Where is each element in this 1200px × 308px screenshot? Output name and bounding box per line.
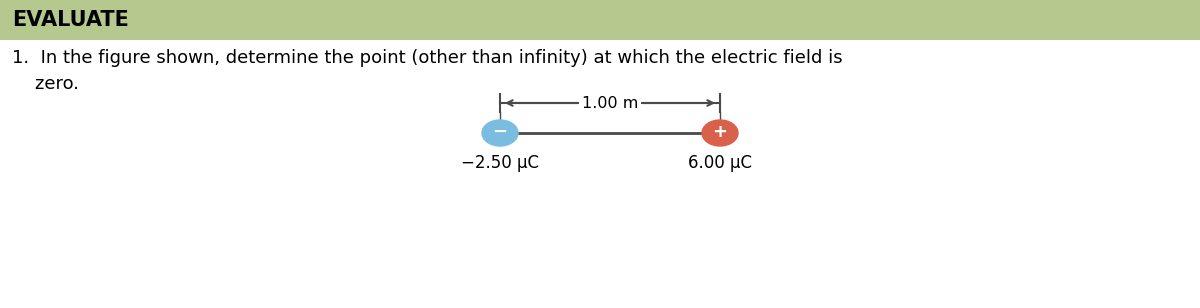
Ellipse shape	[702, 120, 738, 146]
Text: −2.50 μC: −2.50 μC	[461, 154, 539, 172]
Text: 1.  In the figure shown, determine the point (other than infinity) at which the : 1. In the figure shown, determine the po…	[12, 49, 842, 67]
Bar	[0, 0, 1200, 40]
Text: EVALUATE: EVALUATE	[12, 10, 128, 30]
Text: 1.00 m: 1.00 m	[582, 95, 638, 111]
Text: +: +	[713, 123, 727, 141]
Text: −: −	[492, 123, 508, 141]
Text: zero.: zero.	[12, 75, 79, 93]
Text: 6.00 μC: 6.00 μC	[688, 154, 752, 172]
Ellipse shape	[482, 120, 518, 146]
